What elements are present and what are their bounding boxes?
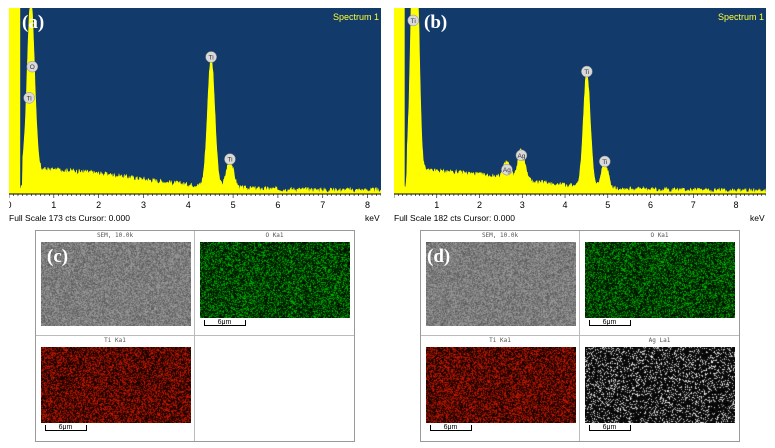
map-cell-title: Ti Ka1	[104, 337, 126, 344]
x-tick-label: 3	[141, 200, 146, 210]
x-tick-label: 7	[320, 200, 325, 210]
peak-label-text: Ti	[209, 54, 214, 61]
peak-label-text: Ti	[584, 69, 589, 76]
panel-label-a: (a)	[22, 12, 45, 33]
spectrum-a-footer: Full Scale 173 cts Cursor: 0.000	[9, 213, 130, 223]
x-tick-label: 4	[186, 200, 191, 210]
x-tick-label: 8	[734, 200, 739, 210]
scale-bar-label: 6μm	[602, 319, 617, 326]
peak-label-text: Ag	[503, 167, 511, 174]
x-tick-label: 5	[605, 200, 610, 210]
map-cell-title: O Ka1	[650, 232, 669, 239]
spectrum-background	[394, 8, 766, 194]
map-cell-empty	[195, 336, 354, 441]
peak-label-ag: Ag	[515, 149, 528, 162]
peak-label-ag: Ag	[501, 163, 513, 176]
peak-label-ti: Ti	[23, 92, 35, 104]
map-cell-sem: SEM, 10.0k	[36, 231, 195, 336]
map-image-white	[584, 347, 735, 423]
spectrum-b-footer: Full Scale 182 cts Cursor: 0.000	[394, 213, 515, 223]
spectrum-a-chart: O Ti Ti Ti 0 1 2 3 4 5 6 7 8	[9, 8, 381, 210]
scale-bar: 6μm	[429, 424, 472, 431]
spectrum-background	[9, 8, 381, 194]
elemental-map-d: SEM, 10.0k O Ka1 6μm Ti Ka1 6μm Ag La1 6μm	[420, 230, 740, 442]
spectrum-b-chart: OTiAgAgTiTi12345678	[394, 8, 766, 210]
x-tick-label: 6	[648, 200, 653, 210]
map-cell-title: O Ka1	[265, 232, 284, 239]
peak-label-text: Ti	[411, 18, 416, 25]
map-cell-title	[195, 336, 354, 346]
map-cell-title: Ti Ka1	[489, 337, 511, 344]
map-image-red	[425, 347, 576, 423]
peak-label-text: O	[30, 64, 35, 71]
x-tick-label: 4	[563, 200, 568, 210]
peak-label-text: Ti	[27, 95, 32, 102]
x-tick-label: 3	[520, 200, 525, 210]
scale-bar: 6μm	[588, 424, 631, 431]
map-cell-title: SEM, 10.0k	[96, 232, 134, 239]
x-tick-label: 6	[275, 200, 280, 210]
map-cell-green: O Ka1 6μm	[580, 231, 739, 336]
x-tick-label: 0	[9, 200, 12, 210]
panel-label-d: (d)	[427, 246, 451, 267]
spectrum-a: O Ti Ti Ti 0 1 2 3 4 5 6 7 8	[9, 8, 381, 221]
low-energy-bar	[394, 8, 405, 194]
panel-label-c: (c)	[47, 246, 69, 267]
peak-label-text: Ag	[517, 153, 525, 160]
scale-bar: 6μm	[203, 319, 246, 326]
x-tick-label: 1	[51, 200, 56, 210]
map-cell-sem: SEM, 10.0k	[421, 231, 580, 336]
x-tick-label: 1	[434, 200, 439, 210]
peak-label-o: O	[26, 60, 39, 73]
x-tick-label: 5	[231, 200, 236, 210]
peak-label-ti: Ti	[205, 51, 217, 63]
spectrum-b-title: Spectrum 1	[718, 12, 765, 22]
x-tick-label: 2	[96, 200, 101, 210]
elemental-map-c: SEM, 10.0k O Ka1 6μm Ti Ka1 6μm	[35, 230, 355, 442]
spectrum-b-unit: keV	[750, 213, 765, 223]
map-cell-white: Ag La1 6μm	[580, 336, 739, 441]
map-cell-title: SEM, 10.0k	[481, 232, 519, 239]
peak-label-text: Ti	[227, 157, 232, 164]
map-cell-title: Ag La1	[648, 337, 671, 344]
map-image-sem	[425, 242, 576, 326]
map-image-green	[199, 242, 350, 318]
scale-bar-label: 6μm	[602, 424, 617, 431]
scale-bar-label: 6μm	[217, 319, 232, 326]
peak-label-text: Ti	[602, 159, 607, 166]
peak-label-ti: Ti	[581, 65, 593, 78]
x-tick-label: 2	[477, 200, 482, 210]
scale-bar-label: 6μm	[58, 424, 73, 431]
x-tick-label: 8	[365, 200, 370, 210]
map-cell-red: Ti Ka1 6μm	[36, 336, 195, 441]
scale-bar: 6μm	[44, 424, 87, 431]
map-cell-green: O Ka1 6μm	[195, 231, 354, 336]
scale-bar: 6μm	[588, 319, 631, 326]
peak-label-ti: Ti	[224, 153, 236, 165]
panel-label-b: (b)	[424, 12, 448, 33]
scale-bar-label: 6μm	[443, 424, 458, 431]
spectrum-trace	[9, 8, 381, 195]
spectrum-trace	[394, 8, 766, 195]
spectrum-b: OTiAgAgTiTi12345678	[394, 8, 766, 221]
map-cell-red: Ti Ka1 6μm	[421, 336, 580, 441]
map-image-green	[584, 242, 735, 318]
map-image-sem	[40, 242, 191, 326]
peak-label-ti: Ti	[407, 14, 419, 27]
x-tick-label: 7	[691, 200, 696, 210]
peak-label-ti: Ti	[599, 155, 611, 168]
spectrum-a-title: Spectrum 1	[333, 12, 380, 22]
spectrum-a-unit: keV	[365, 213, 380, 223]
map-image-red	[40, 347, 191, 423]
low-energy-bar	[9, 8, 21, 194]
